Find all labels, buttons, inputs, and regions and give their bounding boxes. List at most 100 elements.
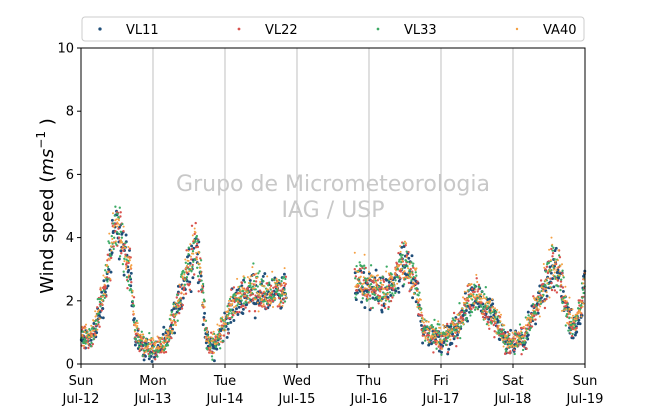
data-point <box>149 348 152 351</box>
data-point <box>259 283 262 286</box>
data-point <box>476 281 479 283</box>
data-point <box>474 296 477 299</box>
data-point <box>188 280 192 284</box>
data-point <box>249 301 251 304</box>
data-point <box>121 262 125 266</box>
data-point <box>365 295 369 298</box>
data-point <box>549 259 552 262</box>
data-point <box>188 282 191 286</box>
data-point <box>192 241 195 245</box>
data-point <box>127 274 130 277</box>
data-point <box>424 339 427 342</box>
data-point <box>242 290 245 293</box>
data-point <box>106 280 109 283</box>
data-point <box>227 322 230 325</box>
data-point <box>472 296 475 299</box>
data-point <box>132 317 136 321</box>
data-point <box>203 306 206 308</box>
data-point <box>94 327 97 330</box>
data-point <box>81 325 84 328</box>
data-point <box>447 333 450 335</box>
data-point <box>410 254 414 258</box>
data-point <box>132 321 136 324</box>
data-point <box>226 315 229 318</box>
data-point <box>258 289 262 292</box>
data-point <box>547 269 550 272</box>
data-point <box>89 338 93 342</box>
data-point <box>233 296 236 299</box>
data-point <box>184 292 188 295</box>
data-point <box>394 287 397 290</box>
data-point <box>537 308 540 311</box>
data-point <box>240 293 243 296</box>
data-point <box>263 290 266 293</box>
data-point <box>529 326 532 330</box>
data-point <box>561 286 565 289</box>
data-point <box>579 311 582 314</box>
data-point <box>544 279 547 282</box>
data-point <box>414 271 417 274</box>
data-point <box>172 305 175 308</box>
data-point <box>391 292 394 295</box>
data-point <box>121 241 124 244</box>
data-point <box>191 258 195 262</box>
data-point <box>194 246 198 249</box>
data-point <box>142 358 146 362</box>
data-point <box>257 310 260 313</box>
data-point <box>189 243 192 246</box>
y-tick-label: 10 <box>57 42 74 57</box>
data-point <box>375 282 378 285</box>
data-point <box>216 333 219 336</box>
data-point <box>265 307 268 310</box>
data-point <box>190 255 192 258</box>
data-point <box>106 284 110 288</box>
data-point <box>227 310 230 313</box>
data-point <box>570 316 573 319</box>
data-point <box>136 325 139 327</box>
data-point <box>380 310 384 314</box>
data-point <box>497 327 500 330</box>
data-point <box>493 318 496 321</box>
data-point <box>360 285 364 288</box>
data-point <box>388 300 391 303</box>
data-point <box>107 268 111 272</box>
data-point <box>274 297 277 300</box>
data-point <box>272 286 275 289</box>
data-point <box>141 338 144 341</box>
data-point <box>568 316 571 319</box>
data-point <box>225 323 227 326</box>
data-point <box>560 298 563 301</box>
data-point <box>159 338 161 341</box>
data-point <box>378 285 381 288</box>
data-point <box>581 301 584 304</box>
data-point <box>464 301 467 304</box>
data-point <box>455 345 458 348</box>
data-point <box>238 291 241 294</box>
data-point <box>474 288 477 291</box>
data-point <box>393 276 397 280</box>
data-point <box>434 334 437 337</box>
data-point <box>250 282 253 285</box>
data-point <box>531 302 535 306</box>
axes: 0 2 4 6 8 10 Sun Jul-12 Mon Jul-13 Tue Jul-14 Wed Jul… <box>34 42 603 408</box>
data-point <box>505 334 508 337</box>
data-point <box>124 241 127 245</box>
data-point <box>140 335 143 338</box>
data-point <box>281 288 284 291</box>
data-point <box>388 277 391 279</box>
data-point <box>492 316 495 318</box>
data-point <box>396 268 400 271</box>
x-tick-date: Jul-19 <box>566 392 604 407</box>
data-point <box>373 278 375 281</box>
data-point <box>236 313 240 316</box>
data-point <box>209 347 211 350</box>
legend-marker <box>376 27 380 31</box>
data-point <box>218 324 221 327</box>
data-point <box>452 311 456 315</box>
legend-item-VL11: VL11 <box>98 23 159 38</box>
data-point <box>81 330 84 333</box>
data-point <box>129 276 132 280</box>
data-point <box>527 314 530 317</box>
data-point <box>462 296 464 299</box>
data-point <box>367 284 370 287</box>
